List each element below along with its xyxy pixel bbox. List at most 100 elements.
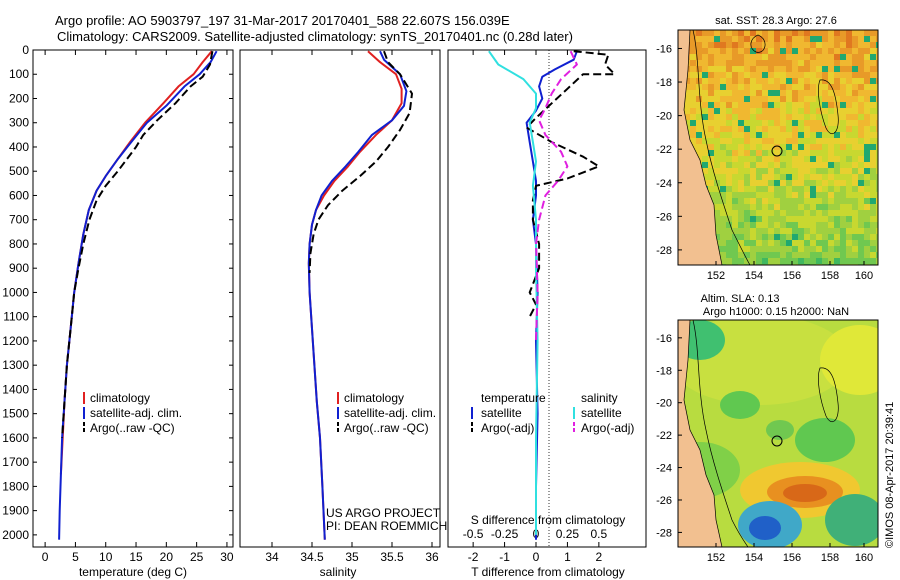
sst-cell: [798, 48, 804, 54]
sst-cell: [870, 192, 876, 198]
sst-cell: [840, 204, 846, 210]
sst-cell: [768, 36, 774, 42]
sst-cell: [738, 156, 744, 162]
sst-cell: [870, 114, 876, 120]
sst-cell: [696, 30, 702, 36]
sst-cell: [738, 90, 744, 96]
sst-cell: [822, 60, 828, 66]
sst-cell: [858, 222, 864, 228]
x-tick-label: 36: [425, 550, 439, 564]
sst-cell: [804, 246, 810, 252]
sst-cell: [780, 132, 786, 138]
lon-tick-label: 156: [783, 552, 801, 564]
sst-cell: [792, 258, 798, 264]
y-tick-label: 600: [9, 188, 29, 202]
sst-cell: [792, 30, 798, 36]
sst-cell: [846, 150, 852, 156]
sst-cell: [732, 84, 738, 90]
sst-cell: [702, 96, 708, 102]
sst-cell: [798, 228, 804, 234]
sst-cell: [852, 210, 858, 216]
sst-cell: [870, 174, 876, 180]
sst-cell: [864, 96, 870, 102]
sst-cell: [690, 132, 696, 138]
sst-cell: [858, 30, 864, 36]
sst-cell: [756, 186, 762, 192]
lon-tick-label: 154: [745, 552, 763, 564]
sst-cell: [810, 252, 816, 258]
sst-cell: [876, 216, 878, 222]
sst-cell: [732, 66, 738, 72]
sst-cell: [744, 30, 750, 36]
sst-cell: [768, 42, 774, 48]
y-tick-label: 2000: [2, 528, 29, 542]
lat-tick-label: -18: [656, 77, 672, 89]
sst-cell: [804, 150, 810, 156]
sst-cell: [846, 180, 852, 186]
sst-cell: [696, 90, 702, 96]
sst-cell: [804, 78, 810, 84]
sst-cell: [828, 210, 834, 216]
sst-cell: [810, 120, 816, 126]
sst-cell: [816, 150, 822, 156]
sst-cell: [780, 192, 786, 198]
sst-cell: [738, 168, 744, 174]
sst-cell: [810, 156, 816, 162]
sst-cell: [774, 36, 780, 42]
series-line-argo-raw-qc: [308, 50, 413, 274]
sst-cell: [828, 30, 834, 36]
sst-cell: [864, 258, 870, 264]
sst-cell: [828, 114, 834, 120]
sst-cell: [762, 72, 768, 78]
sst-cell: [804, 132, 810, 138]
sst-cell: [870, 258, 876, 264]
lat-tick-label: -26: [656, 211, 672, 223]
sst-cell: [696, 42, 702, 48]
sst-cell: [810, 36, 816, 42]
sst-cell: [768, 66, 774, 72]
y-tick-label: 1000: [2, 285, 29, 299]
sst-cell: [798, 66, 804, 72]
sst-cell: [714, 156, 720, 162]
sst-cell: [834, 114, 840, 120]
sst-cell: [810, 222, 816, 228]
sst-cell: [870, 48, 876, 54]
sst-cell: [720, 126, 726, 132]
sst-cell: [774, 84, 780, 90]
sst-cell: [804, 72, 810, 78]
sst-cell: [798, 150, 804, 156]
sst-cell: [720, 210, 726, 216]
sst-cell: [738, 72, 744, 78]
sst-cell: [690, 66, 696, 72]
sst-cell: [768, 246, 774, 252]
sst-cell: [750, 102, 756, 108]
sst-cell: [780, 156, 786, 162]
sst-cell: [804, 30, 810, 36]
sst-cell: [744, 66, 750, 72]
sst-cell: [738, 96, 744, 102]
salinity-legend: climatology satellite-adj. clim. Argo(..…: [337, 391, 436, 435]
sst-cell: [822, 258, 828, 264]
sst-cell: [816, 72, 822, 78]
sst-cell: [876, 168, 878, 174]
sst-cell: [828, 42, 834, 48]
sst-cell: [864, 234, 870, 240]
sst-cell: [870, 144, 876, 150]
sst-cell: [822, 180, 828, 186]
sst-cell: [792, 168, 798, 174]
sst-cell: [828, 150, 834, 156]
sst-cell: [822, 156, 828, 162]
sst-cell: [816, 114, 822, 120]
sst-cell: [720, 138, 726, 144]
temperature-x-axis: 0 5 10 15 20 25 30: [42, 50, 234, 564]
sst-cell: [684, 84, 690, 90]
sst-cell: [774, 126, 780, 132]
sst-cell: [840, 72, 846, 78]
sst-cell: [696, 126, 702, 132]
sst-cell: [810, 228, 816, 234]
sst-cell: [870, 198, 876, 204]
sst-cell: [726, 156, 732, 162]
sst-cell: [726, 48, 732, 54]
sst-cell: [834, 66, 840, 72]
sst-cell: [786, 210, 792, 216]
